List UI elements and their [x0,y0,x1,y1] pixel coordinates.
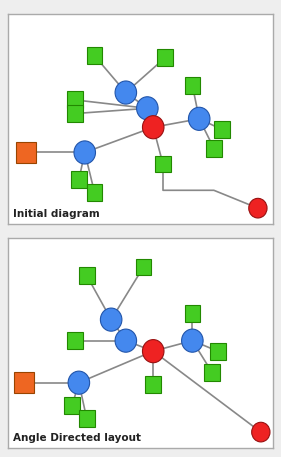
Circle shape [74,141,96,164]
Bar [71,171,87,188]
Circle shape [137,97,158,120]
Bar [157,49,173,66]
Circle shape [249,198,267,218]
Text: Angle Directed layout: Angle Directed layout [13,433,141,442]
Bar [210,343,226,360]
Circle shape [142,340,164,363]
Bar [64,398,80,414]
Circle shape [252,422,270,442]
Circle shape [189,107,210,130]
Circle shape [115,81,137,104]
Bar [79,410,94,427]
Bar [16,142,36,163]
Circle shape [182,329,203,352]
Bar [67,91,83,108]
Bar [87,48,102,64]
Bar [79,267,94,284]
Bar [155,156,171,172]
Bar [206,140,222,157]
Bar [145,377,161,393]
Circle shape [68,371,90,394]
Circle shape [100,308,122,331]
Bar [136,259,151,276]
Text: Initial diagram: Initial diagram [13,209,100,219]
Bar [214,121,230,138]
Circle shape [142,116,164,139]
Bar [185,77,200,94]
Bar [67,105,83,122]
Circle shape [115,329,137,352]
Bar [14,372,34,393]
Bar [185,305,200,322]
Bar [67,332,83,349]
Bar [87,184,102,201]
Bar [204,364,220,381]
